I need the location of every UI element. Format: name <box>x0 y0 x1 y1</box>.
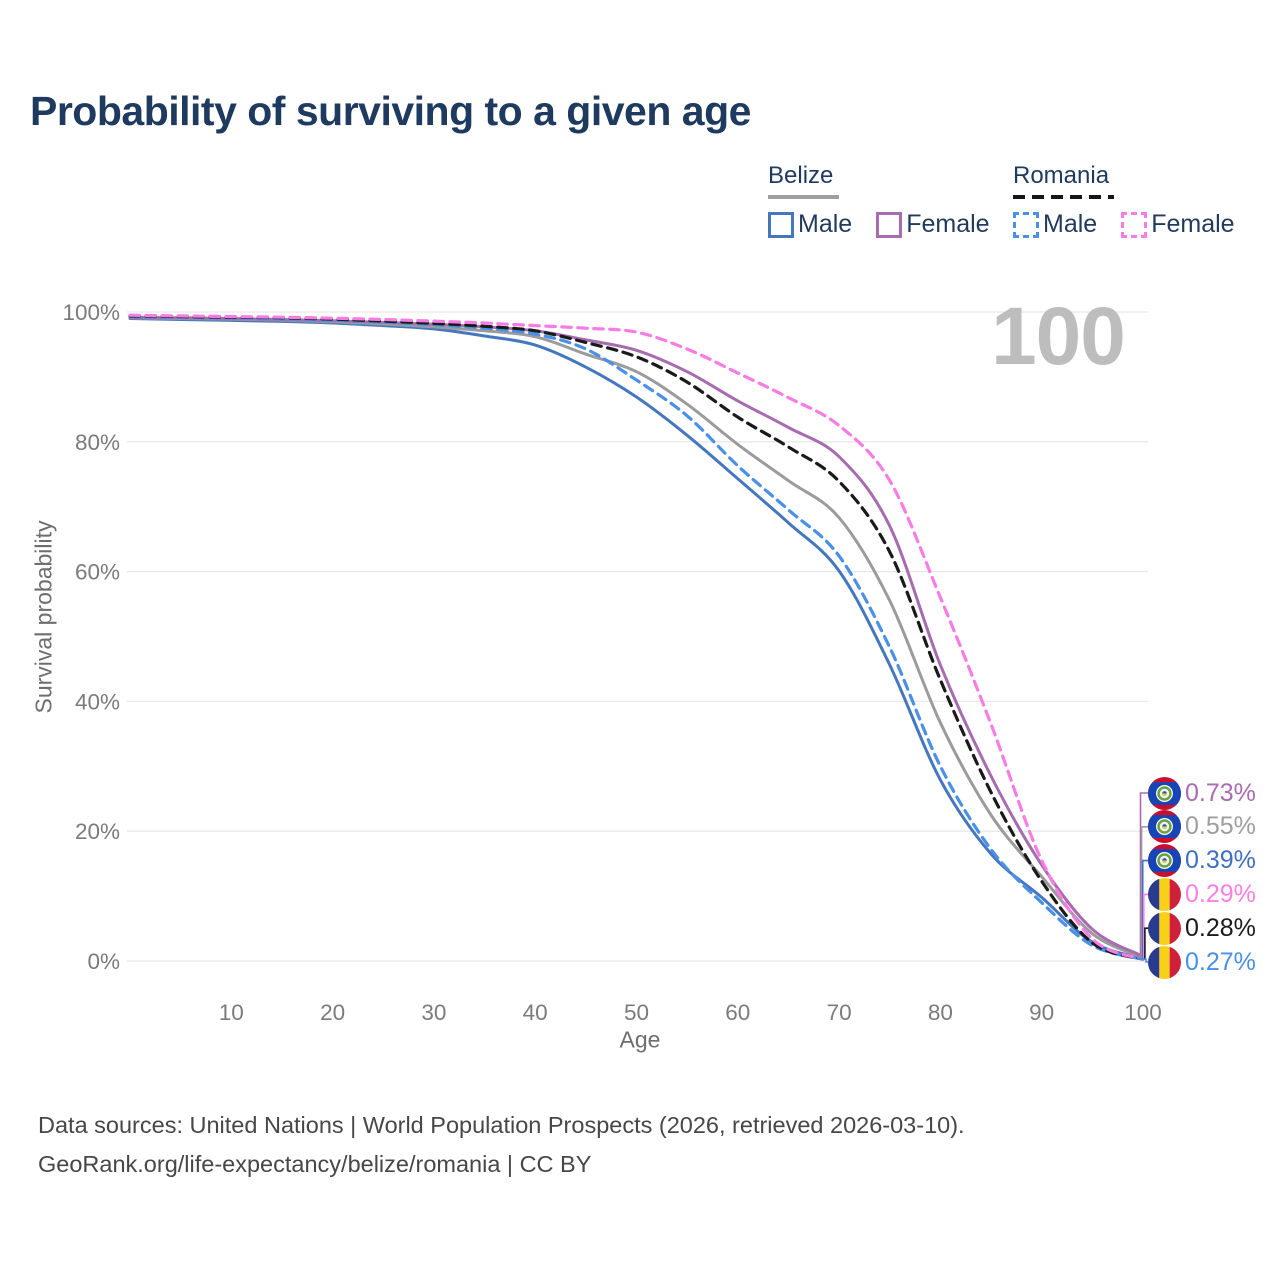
gridlines <box>127 311 1148 962</box>
belize-male-checkbox[interactable] <box>768 211 794 238</box>
end-value-belize-all: 0.55% <box>1185 812 1256 841</box>
belize-flag-icon <box>1148 810 1181 844</box>
y-tick-label: 20% <box>75 819 120 844</box>
romania-male-checkbox[interactable] <box>1013 211 1039 238</box>
romania-flag-icon <box>1148 945 1181 979</box>
series-curve-belize-all[interactable] <box>128 316 1145 959</box>
connector-belize-all <box>1137 826 1150 959</box>
series-curve-belize-female[interactable] <box>128 315 1145 958</box>
end-label-connectors <box>1137 792 1150 963</box>
x-tick-label: 30 <box>421 1000 446 1025</box>
y-tick-label: 0% <box>87 949 120 974</box>
romania-all-line-swatch <box>1013 195 1114 199</box>
x-tick-label: 60 <box>725 1000 750 1025</box>
x-tick-label: 50 <box>624 1000 649 1025</box>
source-note-line2: GeoRank.org/life-expectancy/belize/roman… <box>38 1151 592 1177</box>
end-label-belize-female[interactable]: 0.73% <box>1148 776 1256 810</box>
end-value-romania-all: 0.28% <box>1185 913 1256 942</box>
legend-header-belize: Belize <box>768 162 834 189</box>
legend-item-belize-male[interactable]: Male <box>768 210 852 239</box>
romania-flag-icon <box>1148 877 1181 911</box>
end-label-romania-male[interactable]: 0.27% <box>1148 945 1256 979</box>
series-curve-romania-male[interactable] <box>128 314 1145 961</box>
end-value-romania-female: 0.29% <box>1185 879 1256 908</box>
romania-female-checkbox[interactable] <box>1121 211 1148 238</box>
source-note: Data sources: United Nations | World Pop… <box>38 1106 965 1184</box>
series-curve-romania-female[interactable] <box>128 313 1145 961</box>
connector-belize-female <box>1137 792 1150 958</box>
legend-header-romania: Romania <box>1013 162 1110 189</box>
end-value-romania-male: 0.27% <box>1185 947 1256 976</box>
x-tick-label: 80 <box>928 1000 953 1025</box>
hovered-age-watermark: 100 <box>991 291 1125 382</box>
x-tick-label: 70 <box>827 1000 852 1025</box>
end-label-belize-male[interactable]: 0.39% <box>1148 844 1256 878</box>
axis-tick-labels: 0% 20% 40% 60% 80% 100% 10 20 30 40 50 60 70 80 90 100 <box>62 300 1161 1025</box>
x-tick-label: 20 <box>320 1000 345 1025</box>
legend-label-belize-male: Male <box>798 210 853 238</box>
y-tick-label: 60% <box>75 560 120 585</box>
y-tick-label: 40% <box>75 689 120 714</box>
x-tick-label: 100 <box>1124 1000 1162 1025</box>
x-axis-title: Age <box>619 1026 661 1053</box>
romania-flag-icon <box>1148 911 1181 945</box>
end-value-belize-female: 0.73% <box>1185 778 1256 807</box>
y-tick-label: 80% <box>75 430 120 455</box>
legend-group-belize: Belize Male Female <box>768 162 990 239</box>
x-tick-label: 40 <box>523 1000 548 1025</box>
end-label-romania-female[interactable]: 0.29% <box>1148 877 1256 911</box>
belize-flag-icon <box>1148 776 1181 810</box>
series-curve-belize-male[interactable] <box>128 317 1145 960</box>
source-note-line1: Data sources: United Nations | World Pop… <box>38 1112 965 1138</box>
series-curve-romania-all[interactable] <box>128 314 1145 961</box>
series-curves <box>128 313 1145 961</box>
legend-group-romania: Romania Male Female <box>1013 162 1235 239</box>
page-title: Probability of surviving to a given age <box>30 88 751 134</box>
x-tick-label: 90 <box>1029 1000 1054 1025</box>
y-axis-title: Survival probability <box>30 520 57 714</box>
belize-flag-icon <box>1148 844 1181 878</box>
end-label-romania-all[interactable]: 0.28% <box>1148 911 1256 945</box>
legend-label-romania-male: Male <box>1043 210 1098 238</box>
belize-female-checkbox[interactable] <box>876 211 903 238</box>
end-value-belize-male: 0.39% <box>1185 846 1256 875</box>
x-tick-label: 10 <box>219 1000 244 1025</box>
legend-item-romania-male[interactable]: Male <box>1013 210 1097 239</box>
end-label-belize-all[interactable]: 0.55% <box>1148 810 1256 844</box>
legend-item-romania-female[interactable]: Female <box>1121 210 1235 239</box>
y-tick-label: 100% <box>62 300 120 325</box>
legend-item-belize-female[interactable]: Female <box>876 210 990 239</box>
belize-all-line-swatch <box>768 195 839 199</box>
legend-label-belize-female: Female <box>906 210 990 238</box>
legend-label-romania-female: Female <box>1151 210 1235 238</box>
